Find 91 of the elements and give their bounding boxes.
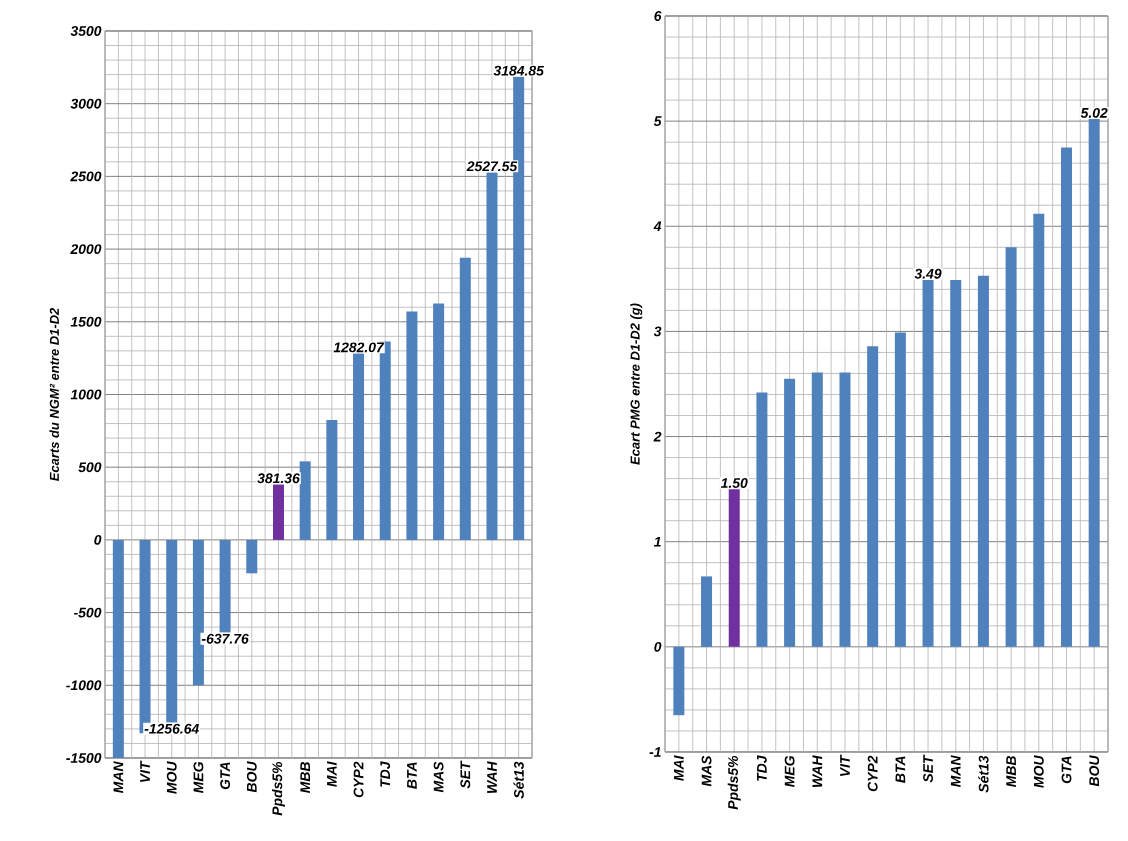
y-tick-label: 2 (653, 431, 662, 442)
bar (166, 539, 178, 723)
bar (246, 539, 258, 574)
y-tick-label: 6 (654, 11, 662, 21)
x-tick-label: MAN (950, 755, 961, 788)
x-tick-label: CYP2 (353, 761, 364, 798)
y-tick-label: 500 (78, 462, 102, 473)
x-tick-label: BTA (407, 762, 417, 789)
y-tick-label: -1500 (66, 753, 102, 763)
x-tick-label: TDJ (757, 755, 767, 781)
x-tick-label: VIT (840, 754, 850, 777)
x-tick-label: WAH (812, 755, 823, 788)
bar (219, 539, 231, 633)
x-tick-label: GTA (220, 762, 231, 790)
bar (112, 539, 124, 758)
x-tick-label: Sét13 (978, 755, 989, 793)
x-tick-label: Ppds5% (271, 761, 285, 816)
bar (433, 303, 445, 540)
x-tick-label: CYP2 (867, 755, 878, 792)
y-tick-label: -1 (649, 747, 661, 757)
bar (867, 346, 879, 647)
bar (784, 378, 796, 647)
data-label: -1256.64 (144, 723, 200, 734)
y-tick-label: 4 (653, 221, 662, 232)
data-label: 3.49 (914, 268, 942, 279)
bar (977, 275, 989, 647)
bar (353, 353, 365, 540)
bar (839, 372, 851, 647)
y-tick-label: 0 (654, 641, 662, 652)
bar (1060, 147, 1072, 647)
y-tick-label: 1500 (70, 316, 102, 327)
bar (922, 279, 934, 647)
x-tick-label: SET (923, 754, 933, 783)
bar (756, 392, 768, 647)
x-tick-label: MAS (433, 761, 444, 793)
data-label: 3184.85 (493, 65, 545, 76)
y-tick-label: 1 (653, 536, 661, 547)
x-tick-label: BOU (246, 761, 257, 793)
x-tick-label: TDJ (380, 761, 391, 787)
y-tick-label: 2500 (70, 171, 102, 182)
y-tick-label: 5 (653, 116, 662, 126)
y-tick-label: -1000 (66, 680, 102, 691)
bar (299, 461, 311, 540)
bar (272, 484, 284, 540)
bar (673, 646, 685, 716)
x-tick-label: BOU (1089, 755, 1100, 787)
x-tick-label: VIT (140, 760, 150, 783)
bar (459, 257, 471, 540)
x-tick-label: MEG (784, 755, 795, 788)
bar (701, 576, 713, 647)
x-tick-label: MAS (701, 755, 712, 787)
y-tick-label: 0 (94, 534, 102, 545)
bar (1005, 247, 1017, 647)
data-label: 381.36 (257, 473, 300, 484)
x-tick-label: MAI (327, 761, 337, 787)
x-tick-label: BTA (895, 756, 906, 783)
data-label: 1.50 (720, 478, 748, 488)
bar (1088, 119, 1100, 647)
x-tick-label: SET (460, 760, 471, 789)
bar (192, 539, 204, 686)
bar (811, 372, 823, 647)
bar (1033, 213, 1045, 647)
bar (894, 332, 906, 647)
y-axis-title: Ecarts du NGM² entre D1-D2 (49, 307, 59, 481)
y-tick-label: 3500 (70, 26, 102, 36)
x-tick-label: MOU (166, 761, 177, 794)
y-tick-label: 2000 (70, 244, 102, 255)
x-tick-label: GTA (1061, 756, 1072, 784)
y-tick-label: 3000 (70, 98, 102, 109)
bar (950, 279, 962, 647)
bar (486, 172, 498, 540)
x-tick-label: MBB (1006, 756, 1016, 788)
x-tick-label: MBB (300, 762, 310, 794)
y-axis-title: Ecart PMG entre D1-D2 (g) (630, 303, 643, 465)
x-tick-label: MAN (113, 761, 124, 794)
bar (326, 419, 338, 540)
y-tick-label: -500 (73, 607, 102, 618)
x-tick-label: MOU (1033, 755, 1044, 788)
bar (728, 489, 740, 647)
x-tick-label: WAH (487, 761, 497, 794)
y-tick-label: 1000 (70, 389, 102, 400)
x-tick-label: Ppds5% (727, 755, 741, 810)
data-label: 1282.07 (333, 342, 385, 353)
y-tick-label: 3 (653, 326, 662, 337)
x-tick-label: MAI (674, 755, 684, 781)
data-label: 2527.55 (466, 161, 518, 172)
bar (406, 311, 418, 540)
x-tick-label: MEG (193, 761, 204, 794)
x-tick-label: Sét13 (513, 761, 524, 799)
data-label: 5.02 (1080, 107, 1108, 118)
data-label: -637.76 (201, 633, 249, 644)
